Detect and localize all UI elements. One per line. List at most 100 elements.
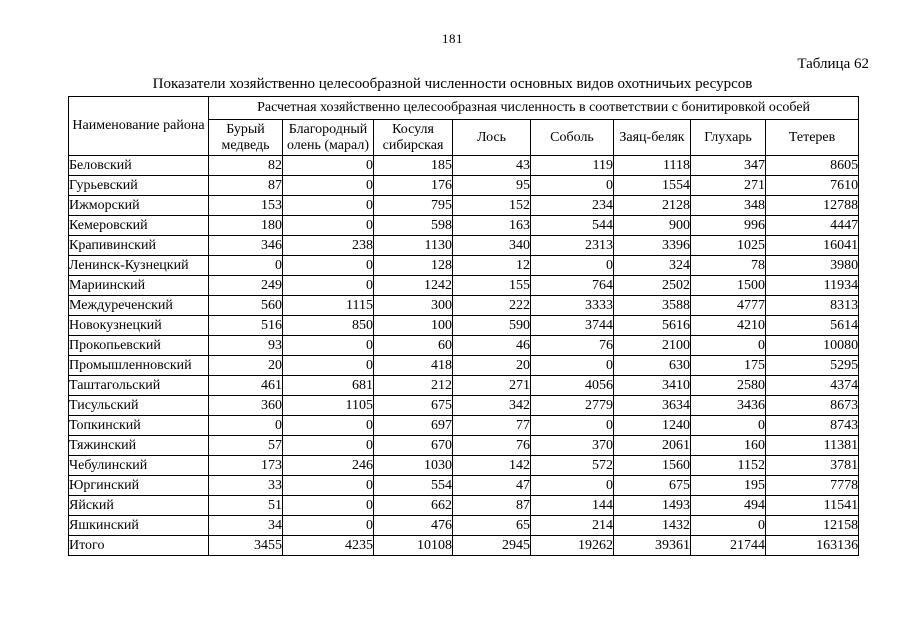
value-cell: 1115 <box>282 295 374 316</box>
value-cell: 11934 <box>764 275 860 296</box>
value-cell: 4374 <box>764 375 860 396</box>
value-cell: 1030 <box>373 455 453 476</box>
table-row: Яйский 51 0 662 87 144 1493 494 11541 <box>68 495 860 516</box>
district-cell: Топкинский <box>68 415 209 436</box>
value-cell: 20 <box>208 355 283 376</box>
value-cell: 360 <box>208 395 283 416</box>
table-row: Топкинский 0 0 697 77 0 1240 0 8743 <box>68 415 860 436</box>
value-cell: 8673 <box>764 395 860 416</box>
district-cell: Юргинский <box>68 475 209 496</box>
value-cell: 2100 <box>613 335 691 356</box>
value-cell: 8605 <box>764 155 860 176</box>
value-cell: 0 <box>530 415 614 436</box>
value-cell: 1500 <box>690 275 766 296</box>
value-cell: 65 <box>452 515 531 536</box>
value-cell: 572 <box>530 455 614 476</box>
value-cell: 3634 <box>613 395 691 416</box>
column-header-capercaillie: Глухарь <box>690 119 766 156</box>
value-cell: 4447 <box>764 215 860 236</box>
table-row: Прокопьевский 93 0 60 46 76 2100 0 10080 <box>68 335 860 356</box>
value-cell: 348 <box>690 195 766 216</box>
value-cell: 76 <box>530 335 614 356</box>
district-cell: Новокузнецкий <box>68 315 209 336</box>
value-cell: 2945 <box>452 535 531 556</box>
value-cell: 1242 <box>373 275 453 296</box>
value-cell: 1560 <box>613 455 691 476</box>
value-cell: 43 <box>452 155 531 176</box>
value-cell: 342 <box>452 395 531 416</box>
value-cell: 5295 <box>764 355 860 376</box>
value-cell: 0 <box>530 355 614 376</box>
value-cell: 0 <box>282 275 374 296</box>
value-cell: 0 <box>282 435 374 456</box>
value-cell: 1105 <box>282 395 374 416</box>
value-cell: 300 <box>373 295 453 316</box>
district-cell: Беловский <box>68 155 209 176</box>
value-cell: 900 <box>613 215 691 236</box>
value-cell: 95 <box>452 175 531 196</box>
value-cell: 8743 <box>764 415 860 436</box>
table-row: Чебулинский 173 246 1030 142 572 1560 1152 3781 <box>68 455 860 476</box>
value-cell: 19262 <box>530 535 614 556</box>
value-cell: 128 <box>373 255 453 276</box>
table-row: Промышленновский 20 0 418 20 0 630 175 5295 <box>68 355 860 376</box>
value-cell: 3436 <box>690 395 766 416</box>
value-cell: 3455 <box>208 535 283 556</box>
value-cell: 87 <box>452 495 531 516</box>
value-cell: 544 <box>530 215 614 236</box>
district-cell: Итого <box>68 535 209 556</box>
value-cell: 418 <box>373 355 453 376</box>
value-cell: 10080 <box>764 335 860 356</box>
value-cell: 0 <box>208 255 283 276</box>
value-cell: 51 <box>208 495 283 516</box>
district-cell: Ижморский <box>68 195 209 216</box>
value-cell: 3588 <box>613 295 691 316</box>
table-header: Наименование района Расчетная хозяйствен… <box>68 96 860 156</box>
value-cell: 2128 <box>613 195 691 216</box>
value-cell: 163136 <box>764 535 860 556</box>
column-header-white-hare: Заяц-беляк <box>613 119 691 156</box>
value-cell: 16041 <box>764 235 860 256</box>
value-cell: 195 <box>690 475 766 496</box>
value-cell: 142 <box>452 455 531 476</box>
district-cell: Промышленновский <box>68 355 209 376</box>
value-cell: 173 <box>208 455 283 476</box>
value-cell: 554 <box>373 475 453 496</box>
value-cell: 82 <box>208 155 283 176</box>
value-cell: 0 <box>530 175 614 196</box>
value-cell: 3410 <box>613 375 691 396</box>
table-row: Крапивинский 346 238 1130 340 2313 3396 1025 160… <box>68 235 860 256</box>
value-cell: 1152 <box>690 455 766 476</box>
table-row: Междуреченский 560 1115 300 222 3333 3588 4777 8… <box>68 295 860 316</box>
value-cell: 795 <box>373 195 453 216</box>
value-cell: 3980 <box>764 255 860 276</box>
column-header-sable: Соболь <box>530 119 614 156</box>
value-cell: 153 <box>208 195 283 216</box>
value-cell: 214 <box>530 515 614 536</box>
value-cell: 3781 <box>764 455 860 476</box>
value-cell: 93 <box>208 335 283 356</box>
value-cell: 1240 <box>613 415 691 436</box>
value-cell: 0 <box>690 415 766 436</box>
value-cell: 78 <box>690 255 766 276</box>
table-row: Гурьевский 87 0 176 95 0 1554 271 7610 <box>68 175 860 196</box>
value-cell: 2580 <box>690 375 766 396</box>
table-row: Ленинск-Кузнецкий 0 0 128 12 0 324 78 3980 <box>68 255 860 276</box>
value-cell: 1432 <box>613 515 691 536</box>
value-cell: 0 <box>282 155 374 176</box>
value-cell: 144 <box>530 495 614 516</box>
column-header-red-deer: Благородный олень (марал) <box>282 119 374 156</box>
value-cell: 20 <box>452 355 531 376</box>
value-cell: 39361 <box>613 535 691 556</box>
value-cell: 10108 <box>373 535 453 556</box>
value-cell: 0 <box>530 475 614 496</box>
value-cell: 0 <box>208 415 283 436</box>
value-cell: 119 <box>530 155 614 176</box>
district-cell: Крапивинский <box>68 235 209 256</box>
value-cell: 176 <box>373 175 453 196</box>
value-cell: 3396 <box>613 235 691 256</box>
value-cell: 516 <box>208 315 283 336</box>
wildlife-capacity-table: Наименование района Расчетная хозяйствен… <box>68 96 860 556</box>
value-cell: 155 <box>452 275 531 296</box>
column-header-brown-bear: Бурый медведь <box>208 119 283 156</box>
